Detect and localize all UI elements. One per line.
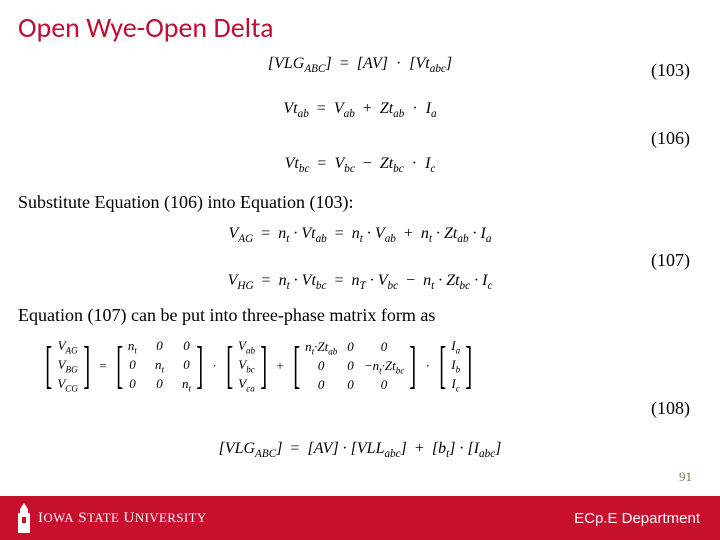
footer-bar: IOWA STATE UNIVERSITY ECp.E Department (0, 496, 720, 540)
matrix-form-text: Equation (107) can be put into three-pha… (18, 305, 435, 326)
equation-103: [VLGABC] = [AV] · [Vtabc] (0, 55, 720, 75)
substitute-text: Substitute Equation (106) into Equation … (18, 192, 353, 213)
department-name: ECp.E Department (574, 510, 700, 527)
eqnum-108: (108) (651, 398, 690, 419)
eqnum-103: (103) (651, 60, 690, 81)
slide-title: Open Wye-Open Delta (18, 10, 274, 45)
equation-106b: Vtbc = Vbc − Ztbc · Ic (0, 155, 720, 175)
equation-107b: VHG = nt · Vtbc = nT · Vbc − nt · Ztbc ·… (0, 272, 720, 292)
eqnum-106: (106) (651, 128, 690, 149)
equation-109: [VLGABC] = [AV] · [VLLabc] + [bt] · [Iab… (0, 440, 720, 460)
eqnum-107: (107) (651, 250, 690, 271)
equation-108: [ VAGVBGVCG ] = [ nt00 0nt0 00nt ] · [ V… (40, 338, 680, 395)
equation-107a: VAG = nt · Vtab = nt · Vab + nt · Ztab ·… (0, 225, 720, 245)
equation-106a: Vtab = Vab + Ztab · Ia (0, 100, 720, 120)
page-number: 91 (679, 469, 692, 485)
campanile-icon (16, 503, 32, 533)
university-logo: IOWA STATE UNIVERSITY (16, 503, 207, 533)
university-name: IOWA STATE UNIVERSITY (38, 510, 207, 527)
